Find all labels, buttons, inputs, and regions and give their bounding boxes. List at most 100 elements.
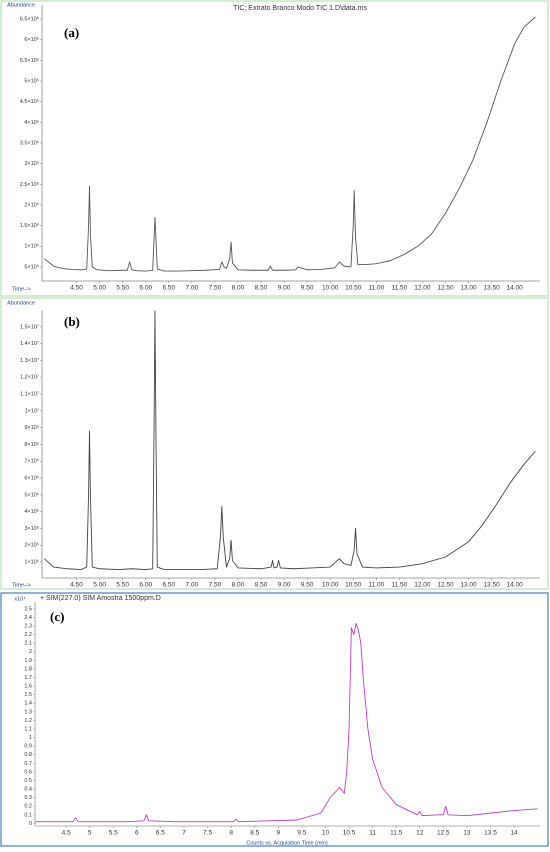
x-tick-label: 8.50 (255, 582, 268, 589)
y-tick-label: 0 (29, 821, 32, 827)
y-tick-label: 0.3 (24, 795, 32, 801)
y-tick-label: 6×10⁶ (24, 474, 39, 481)
y-tick-label: 2.1 (24, 641, 32, 647)
x-tick-label: 9.50 (301, 582, 314, 589)
y-tick-label: 0.2 (24, 804, 32, 810)
y-tick-label: 1.9 (24, 658, 32, 664)
x-tick-label: 13.50 (483, 285, 500, 292)
x-tick-label: 8 (229, 830, 233, 837)
trace (44, 16, 536, 272)
x-tick-label: 12.00 (414, 285, 431, 292)
y-tick-label: 5×10⁶ (24, 77, 39, 84)
x-tick-label: 13.50 (483, 582, 500, 589)
y-tick-label: 0.5 (24, 778, 32, 784)
x-tick-label: 5.00 (93, 582, 106, 589)
x-axis-label: Counts vs. Acquisition Time (min) (246, 840, 327, 846)
x-tick-label: 7.5 (203, 830, 212, 837)
y-tick-label: 1.4×10⁷ (20, 340, 39, 347)
y-tick-label: 1×10⁶ (24, 558, 39, 565)
x-tick-label: 10.00 (322, 285, 339, 292)
y-tick-label: 2×10⁶ (24, 201, 39, 208)
trace (44, 310, 536, 571)
x-tick-label: 12.5 (437, 830, 450, 837)
x-tick-label: 13.00 (460, 285, 477, 292)
x-tick-label: 9.5 (297, 830, 306, 837)
y-tick-label: 2.4 (24, 615, 32, 621)
y-tick-label: 1.3×10⁷ (20, 357, 39, 364)
x-tick-label: 14.00 (506, 285, 523, 292)
x-tick-label: 5.50 (116, 582, 129, 589)
y-tick-label: 1.2×10⁷ (20, 374, 39, 381)
x-tick-label: 5.5 (109, 830, 118, 837)
x-tick-label: 7.50 (209, 582, 222, 589)
x-tick-label: 7.00 (186, 582, 199, 589)
y-tick-label: 3×10⁶ (24, 525, 39, 532)
x-tick-label: 10 (322, 830, 330, 837)
x-tick-label: 7.00 (186, 285, 199, 292)
y-tick-label: 2.3 (24, 623, 32, 629)
y-tick-label: 8×10⁶ (24, 441, 39, 448)
y-tick-label: 0.6 (24, 769, 32, 775)
x-tick-label: 10.50 (345, 285, 362, 292)
y-tick-label: 6×10⁶ (24, 36, 39, 43)
y-axis-label: x10⁴ (14, 595, 26, 602)
y-tick-label: 4×10⁶ (24, 119, 39, 126)
x-tick-label: 9.50 (301, 285, 314, 292)
y-tick-label: 2.2 (24, 632, 32, 638)
x-tick-label: 12.50 (437, 582, 454, 589)
x-tick-label: 11.50 (391, 582, 407, 589)
x-tick-label: 11.5 (390, 830, 403, 837)
x-tick-label: 14 (510, 830, 518, 837)
x-tick-label: 8.50 (255, 285, 268, 292)
chart-title: TIC: Extrato Branco Modo TIC 1.D\data.ms (233, 5, 367, 12)
y-tick-label: 5.5×10⁶ (20, 57, 39, 64)
y-tick-label: 0.7 (24, 761, 32, 767)
y-axis-label: Abundance (7, 2, 35, 8)
panel-label: (a) (64, 25, 79, 40)
x-tick-label: 4.5 (62, 830, 71, 837)
y-tick-label: 2×10⁶ (24, 542, 39, 549)
x-tick-label: 6 (135, 830, 139, 837)
x-tick-label: 8.00 (232, 582, 245, 589)
y-tick-label: 1.2 (24, 718, 32, 724)
y-tick-label: 4.5×10⁶ (20, 98, 39, 105)
x-tick-label: 4.50 (70, 582, 83, 589)
x-tick-label: 5.50 (116, 285, 129, 292)
panel-frame (0, 297, 549, 590)
y-tick-label: 1.5×10⁶ (20, 222, 39, 229)
panel-label: (b) (64, 314, 80, 329)
y-axis-label: Abundance (7, 300, 35, 306)
y-tick-label: 5×10⁵ (24, 263, 39, 270)
panel-frame (0, 0, 549, 297)
x-tick-label: 5.00 (93, 285, 106, 292)
x-tick-label: 6.00 (139, 582, 152, 589)
x-tick-label: 8.5 (250, 830, 259, 837)
x-tick-label: 13 (463, 830, 471, 837)
y-tick-label: 1×10⁶ (24, 243, 39, 250)
y-tick-label: 0.1 (24, 812, 32, 818)
x-tick-label: 11.00 (368, 285, 384, 292)
x-axis-label: Time--> (12, 286, 31, 292)
y-tick-label: 1.1 (24, 726, 32, 732)
trace (35, 623, 538, 823)
x-tick-label: 10.5 (343, 830, 356, 837)
y-tick-label: 9×10⁶ (24, 424, 39, 431)
y-tick-label: 1.4 (24, 701, 32, 707)
x-tick-label: 8.00 (232, 285, 245, 292)
y-tick-label: 2.5×10⁶ (20, 181, 39, 188)
y-tick-label: 1 (29, 735, 32, 741)
x-tick-label: 9.00 (278, 285, 291, 292)
x-tick-label: 14.00 (506, 582, 523, 589)
x-tick-label: 5 (88, 830, 92, 837)
y-tick-label: 0.4 (24, 787, 32, 793)
y-tick-label: 3.5×10⁶ (20, 139, 39, 146)
x-tick-label: 12.50 (437, 285, 454, 292)
x-tick-label: 6.00 (139, 285, 152, 292)
x-tick-label: 12 (416, 830, 424, 837)
y-tick-label: 1.6 (24, 684, 32, 690)
y-tick-label: 6.5×10⁶ (20, 16, 39, 23)
panel-frame (0, 592, 549, 847)
x-tick-label: 12.00 (414, 582, 431, 589)
y-tick-label: 5×10⁶ (24, 491, 39, 498)
